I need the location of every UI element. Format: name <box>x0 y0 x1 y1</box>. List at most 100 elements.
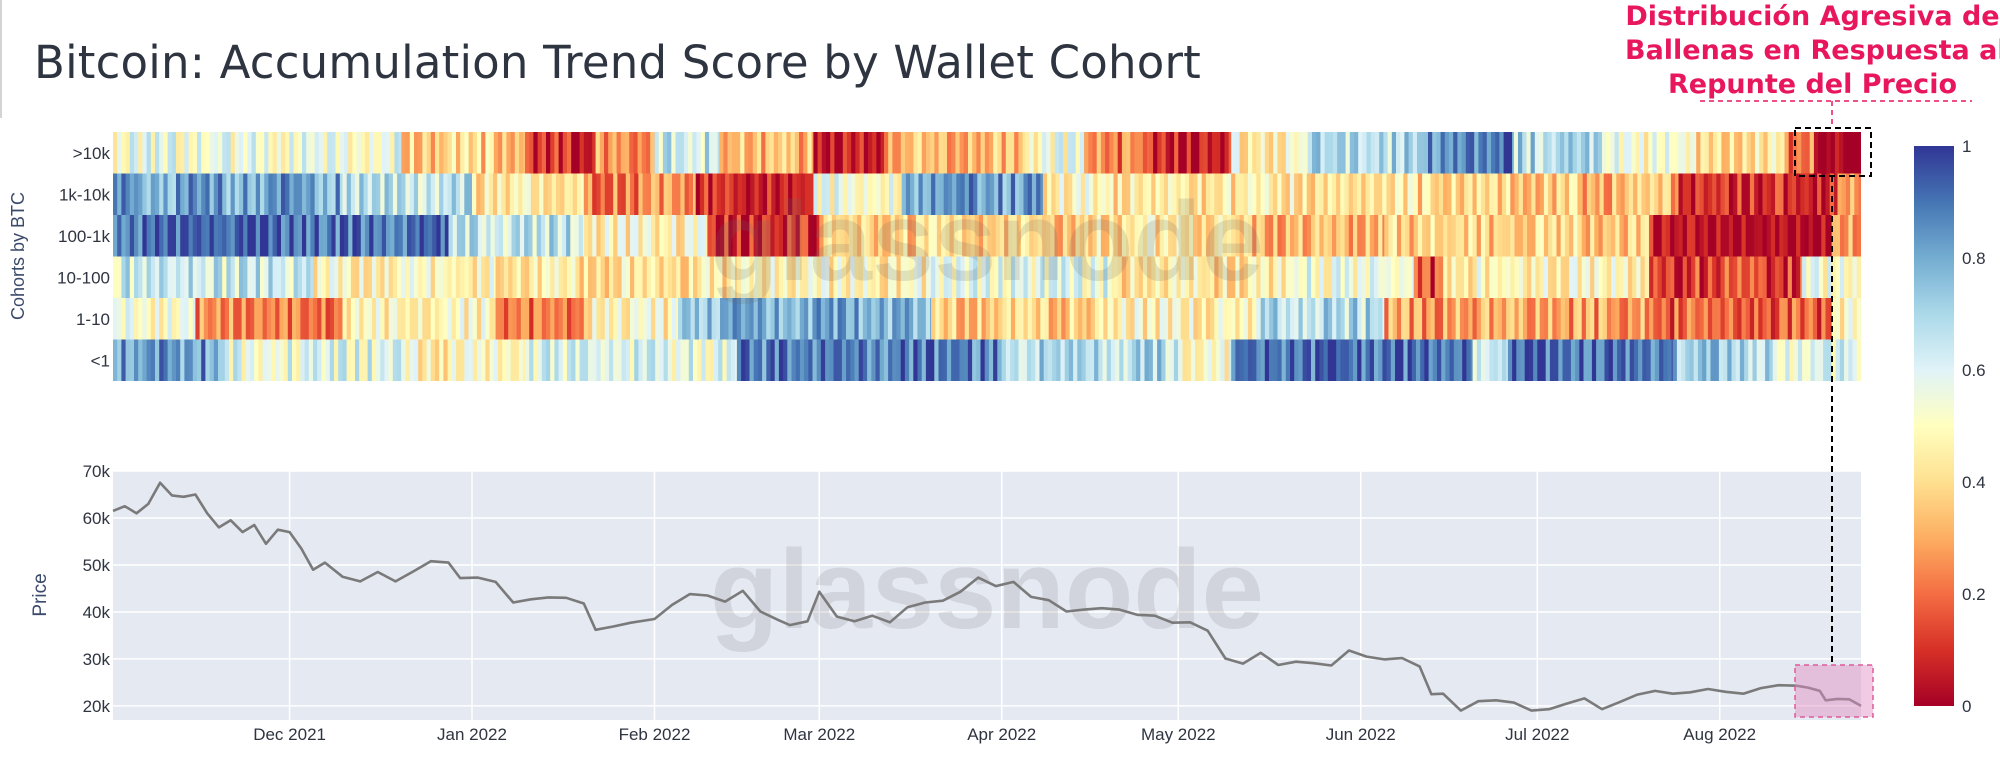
heatmap-cell <box>222 339 227 381</box>
heatmap-cell <box>1663 339 1669 381</box>
heatmap-cell <box>481 339 486 381</box>
heatmap-cell <box>134 339 139 381</box>
heatmap-cell <box>530 173 536 216</box>
heatmap-cell <box>646 339 652 381</box>
heatmap-cell <box>1010 256 1016 299</box>
heatmap-cell <box>289 173 295 216</box>
heatmap-cell <box>1459 298 1465 341</box>
heatmap-cell <box>592 173 597 216</box>
heatmap-cell <box>1285 298 1291 341</box>
heatmap-cell <box>926 132 931 175</box>
heatmap-cell <box>1733 173 1738 216</box>
heatmap-cell <box>1148 339 1154 381</box>
heatmap-cell <box>1787 256 1793 299</box>
heatmap-cell <box>766 339 772 381</box>
heatmap-cell <box>1476 339 1482 381</box>
heatmap-cell <box>997 132 1003 175</box>
heatmap-cell <box>468 256 474 299</box>
heatmap-cell <box>1821 215 1827 258</box>
heatmap-cell <box>808 298 813 341</box>
heatmap-cell <box>1654 173 1659 216</box>
heatmap-cell <box>1109 215 1115 258</box>
heatmap-cell <box>1531 256 1537 299</box>
heatmap-cell <box>1134 132 1140 175</box>
heatmap-cell <box>443 298 449 341</box>
heatmap-cell <box>1290 256 1295 299</box>
heatmap-cell <box>882 215 888 258</box>
heatmap-cell <box>1151 298 1157 341</box>
heatmap-cell <box>1413 256 1419 299</box>
heatmap-cell <box>963 339 969 381</box>
heatmap-cell <box>625 132 630 175</box>
heatmap-cell <box>1201 215 1207 258</box>
heatmap-cell <box>1649 215 1654 258</box>
heatmap-cell <box>276 173 282 216</box>
heatmap-cell <box>1436 132 1442 175</box>
heatmap-cell <box>1598 298 1604 341</box>
heatmap-cell <box>1002 256 1008 299</box>
heatmap-cell <box>317 339 322 381</box>
heatmap-cell <box>725 173 730 216</box>
heatmap-cell <box>697 215 702 258</box>
heatmap-cell <box>1672 339 1678 381</box>
heatmap-cell <box>505 173 511 216</box>
heatmap-cell <box>272 132 278 175</box>
heatmap-cell <box>1226 298 1232 341</box>
heatmap-cell <box>197 256 202 299</box>
heatmap-cell <box>281 215 286 258</box>
heatmap-cell <box>1791 256 1797 299</box>
heatmap-cell <box>567 256 572 299</box>
heatmap-cell <box>1064 339 1070 381</box>
heatmap-cell <box>306 215 311 258</box>
heatmap-cell <box>367 339 373 381</box>
heatmap-cell <box>1660 132 1666 175</box>
heatmap-cell <box>1340 339 1346 381</box>
heatmap-cell <box>512 256 518 299</box>
heatmap-cell <box>1243 298 1249 341</box>
heatmap-cell <box>1845 173 1851 216</box>
heatmap-cell <box>1231 173 1236 216</box>
heatmap-cell <box>493 173 498 216</box>
heatmap-cell <box>1361 256 1367 299</box>
heatmap-cell <box>1696 132 1701 175</box>
heatmap-cell <box>745 298 750 341</box>
heatmap-cell <box>1737 298 1743 341</box>
heatmap-cell <box>1674 215 1680 258</box>
heatmap-cell <box>1805 132 1811 175</box>
heatmap-cell <box>1733 215 1738 258</box>
heatmap-cell <box>1667 339 1673 381</box>
heatmap-cell <box>1604 339 1610 381</box>
heatmap-cell <box>222 173 227 216</box>
heatmap-cell <box>1040 298 1046 341</box>
heatmap-cell <box>117 339 122 381</box>
heatmap-cell <box>1644 132 1649 175</box>
heatmap-cell <box>1315 215 1320 258</box>
heatmap-cell <box>428 215 433 258</box>
heatmap-cell <box>360 132 366 175</box>
heatmap-cell <box>1044 298 1050 341</box>
heatmap-cell <box>426 339 432 381</box>
heatmap-cell <box>812 339 818 381</box>
heatmap-cell <box>180 256 185 299</box>
heatmap-cell <box>1226 173 1232 216</box>
heatmap-cell <box>1564 132 1569 175</box>
heatmap-cell <box>1290 215 1295 258</box>
heatmap-cell <box>1096 132 1102 175</box>
heatmap-cell <box>1269 298 1274 341</box>
heatmap-cell <box>1724 173 1730 216</box>
heatmap-cell <box>1514 215 1520 258</box>
heatmap-cell <box>1163 215 1169 258</box>
price-x-tick-label: Apr 2022 <box>967 725 1036 744</box>
heatmap-cell <box>694 298 700 341</box>
heatmap-cell <box>838 132 844 175</box>
heatmap-cell <box>1062 215 1068 258</box>
heatmap-cell <box>1210 298 1215 341</box>
heatmap-cell <box>430 339 436 381</box>
heatmap-cell <box>451 132 457 175</box>
heatmap-cell <box>1361 339 1367 381</box>
heatmap-cell <box>1539 173 1545 216</box>
heatmap-cell <box>774 215 780 258</box>
heatmap-cell <box>812 215 818 258</box>
heatmap-cell <box>1840 298 1845 341</box>
heatmap-cell <box>1543 298 1549 341</box>
